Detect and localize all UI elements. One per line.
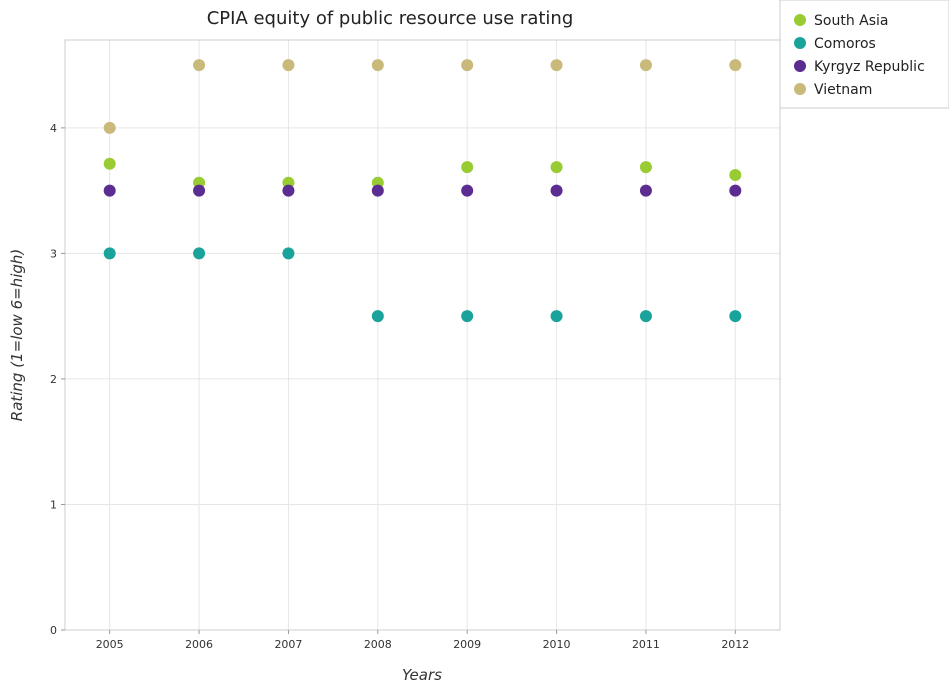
point-comoros [639, 310, 652, 323]
y-tick-label: 0 [50, 624, 57, 637]
point-vietnam [103, 121, 116, 134]
y-tick-label: 1 [50, 498, 57, 511]
point-kyrgyz-republic [550, 184, 563, 197]
y-tick-label: 2 [50, 373, 57, 386]
legend-label-south-asia: South Asia [814, 13, 888, 29]
point-comoros [103, 247, 116, 260]
plot-frame [64, 39, 781, 631]
point-vietnam [193, 59, 206, 72]
point-kyrgyz-republic [371, 184, 384, 197]
point-kyrgyz-republic [461, 184, 474, 197]
point-kyrgyz-republic [103, 184, 116, 197]
y-tick-label: 3 [50, 247, 57, 260]
legend: South Asia Comoros Kyrgyz Republic Vietnam [779, 0, 949, 109]
grid-lines [65, 40, 780, 631]
point-vietnam [282, 59, 295, 72]
x-tick-label: 2007 [274, 638, 302, 651]
point-vietnam [639, 59, 652, 72]
legend-marker-vietnam [794, 83, 806, 95]
x-tick-label: 2008 [364, 638, 392, 651]
point-south-asia [729, 168, 742, 181]
legend-box [779, 0, 949, 109]
point-comoros [193, 247, 206, 260]
point-comoros [282, 247, 295, 260]
point-vietnam [461, 59, 474, 72]
legend-label-comoros: Comoros [814, 36, 876, 52]
point-south-asia [550, 161, 563, 174]
x-tick-label: 2012 [721, 638, 749, 651]
point-vietnam [729, 59, 742, 72]
x-tick-label: 2011 [632, 638, 660, 651]
point-vietnam [550, 59, 563, 72]
y-axis-label: Rating (1=low 6=high) [8, 249, 26, 421]
point-kyrgyz-republic [282, 184, 295, 197]
x-tick-label: 2010 [543, 638, 571, 651]
legend-label-vietnam: Vietnam [814, 82, 872, 98]
point-kyrgyz-republic [639, 184, 652, 197]
x-tick-label: 2006 [185, 638, 213, 651]
point-south-asia [639, 161, 652, 174]
point-comoros [550, 310, 563, 323]
point-kyrgyz-republic [193, 184, 206, 197]
legend-marker-comoros [794, 37, 806, 49]
x-tick-label: 2009 [453, 638, 481, 651]
point-south-asia [461, 161, 474, 174]
point-kyrgyz-republic [729, 184, 742, 197]
point-comoros [461, 310, 474, 323]
x-axis-label: Years [402, 666, 442, 684]
x-tick-label: 2005 [96, 638, 124, 651]
y-tick-label: 4 [50, 122, 57, 135]
legend-marker-south-asia [794, 14, 806, 26]
legend-label-kyrgyz-republic: Kyrgyz Republic [814, 59, 925, 75]
point-vietnam [371, 59, 384, 72]
point-south-asia [103, 157, 116, 170]
chart-title: CPIA equity of public resource use ratin… [206, 8, 574, 29]
point-comoros [371, 310, 384, 323]
point-comoros [729, 310, 742, 323]
data-points [103, 59, 742, 323]
legend-marker-kyrgyz-republic [794, 60, 806, 72]
